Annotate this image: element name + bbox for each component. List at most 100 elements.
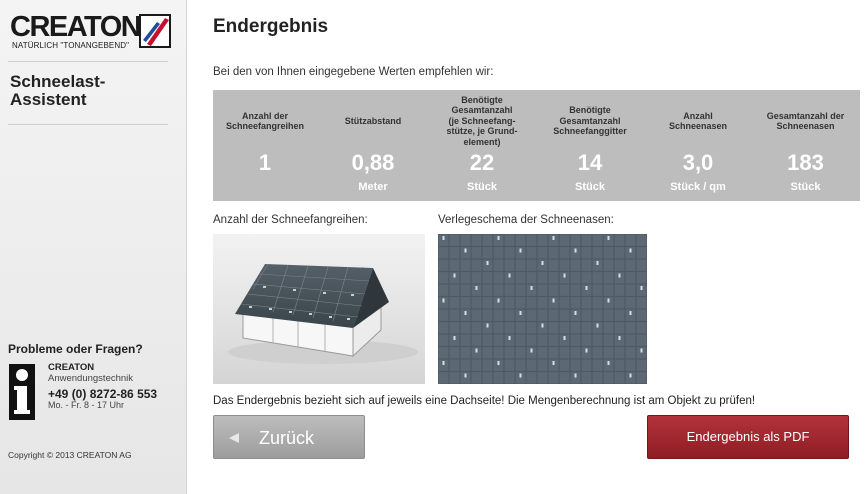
scheme-tile	[482, 334, 493, 346]
scheme-tile	[614, 359, 625, 371]
scheme-tile	[603, 234, 614, 246]
scheme-tile	[537, 259, 548, 271]
result-snow-noses-per-sqm: Anzahl Schneenasen 3,0 Stück / qm	[645, 90, 751, 201]
scheme-tile	[471, 234, 482, 246]
scheme-tile	[504, 372, 515, 384]
logo-wordmark: CREATON	[10, 11, 142, 43]
scheme-tile	[570, 309, 581, 321]
snow-nose-marker	[618, 336, 621, 340]
scheme-tile	[438, 247, 449, 259]
scheme-tile	[603, 322, 614, 334]
scheme-tile	[603, 297, 614, 309]
scheme-tile	[460, 309, 471, 321]
scheme-tile	[636, 297, 647, 309]
snow-nose-marker	[640, 286, 643, 290]
scheme-tile	[449, 359, 460, 371]
scheme-tile	[592, 309, 603, 321]
house-illustration	[228, 263, 418, 364]
scheme-tile	[559, 284, 570, 296]
scheme-tile	[548, 284, 559, 296]
scheme-tile	[592, 334, 603, 346]
scheme-tile	[625, 322, 636, 334]
scheme-tile	[581, 247, 592, 259]
result-unit: Stück	[575, 181, 605, 193]
scheme-tile	[449, 284, 460, 296]
result-note: Das Endergebnis bezieht sich auf jeweils…	[213, 395, 756, 407]
contact-phone[interactable]: +49 (0) 8272-86 553	[48, 387, 158, 401]
scheme-tile	[515, 359, 526, 371]
scheme-tile	[570, 272, 581, 284]
snow-nose-marker	[607, 361, 610, 365]
scheme-tile	[526, 322, 537, 334]
scheme-tile	[537, 247, 548, 259]
snow-nose-marker	[519, 248, 522, 253]
back-button[interactable]: Zurück	[213, 415, 365, 459]
scheme-tile	[570, 234, 581, 246]
result-value: 3,0	[682, 150, 714, 175]
scheme-tile	[570, 247, 581, 259]
sidebar-divider	[8, 124, 168, 125]
scheme-tile	[482, 272, 493, 284]
scheme-tile	[537, 284, 548, 296]
page-title: Endergebnis	[213, 16, 329, 37]
result-value: 183	[787, 150, 824, 175]
creaton-logo[interactable]: CREATON NATÜRLICH "TONANGEBEND"	[10, 11, 171, 54]
scheme-tile	[548, 247, 559, 259]
scheme-tile	[504, 247, 515, 259]
scheme-tile	[515, 372, 526, 384]
scheme-tile	[504, 322, 515, 334]
result-spacing: Stützabstand 0,88 Meter	[317, 90, 429, 201]
sidebar-divider	[8, 61, 168, 62]
scheme-tile	[537, 359, 548, 371]
scheme-tile	[548, 359, 559, 371]
scheme-tile	[614, 309, 625, 321]
scheme-tile	[438, 284, 449, 296]
result-snow-guards: Benötigte Gesamtanzahl Schneefanggitter 14…	[535, 90, 645, 201]
scheme-tile	[460, 234, 471, 246]
snow-nose-marker	[519, 311, 522, 315]
scheme-tile	[592, 372, 603, 384]
snow-nose-marker	[530, 286, 533, 290]
snow-nose-marker	[497, 298, 500, 303]
scheme-tile	[625, 334, 636, 346]
scheme-tile	[636, 284, 647, 296]
scheme-tile	[449, 259, 460, 271]
scheme-tile	[526, 372, 537, 384]
scheme-tile	[537, 272, 548, 284]
snow-nose-marker	[563, 273, 566, 278]
scheme-tile	[570, 259, 581, 271]
scheme-tile	[537, 372, 548, 384]
scheme-tile	[460, 297, 471, 309]
scheme-tile	[504, 359, 515, 371]
snow-nose-marker	[475, 348, 478, 353]
scheme-tile	[570, 297, 581, 309]
scheme-tile	[482, 309, 493, 321]
scheme-tile	[449, 347, 460, 359]
scheme-tile	[581, 359, 592, 371]
contact-block: CREATON Anwendungstechnik +49 (0) 8272-8…	[48, 362, 157, 411]
pdf-export-button[interactable]: Endergebnis als PDF	[647, 415, 849, 459]
intro-text: Bei den von Ihnen eingegebene Werten emp…	[213, 66, 494, 78]
snow-nose-marker	[629, 248, 632, 253]
scheme-tile	[515, 322, 526, 334]
scheme-tile	[559, 234, 570, 246]
scheme-tile	[449, 272, 460, 284]
scheme-tile	[493, 297, 504, 309]
scheme-tile	[515, 347, 526, 359]
scheme-tile	[493, 272, 504, 284]
scheme-tile	[460, 359, 471, 371]
scheme-tile	[603, 284, 614, 296]
snow-nose-marker	[552, 298, 555, 303]
scheme-tile	[548, 272, 559, 284]
scheme-tile	[449, 372, 460, 384]
contact-hours: Mo. - Fr. 8 - 17 Uhr	[48, 400, 125, 410]
scheme-tile	[636, 272, 647, 284]
scheme-tile	[471, 272, 482, 284]
scheme-tile	[625, 347, 636, 359]
scheme-tile	[592, 284, 603, 296]
scheme-tile	[581, 372, 592, 384]
scheme-tile	[537, 309, 548, 321]
scheme-tile	[614, 372, 625, 384]
scheme-tile	[581, 234, 592, 246]
scheme-tile	[438, 272, 449, 284]
